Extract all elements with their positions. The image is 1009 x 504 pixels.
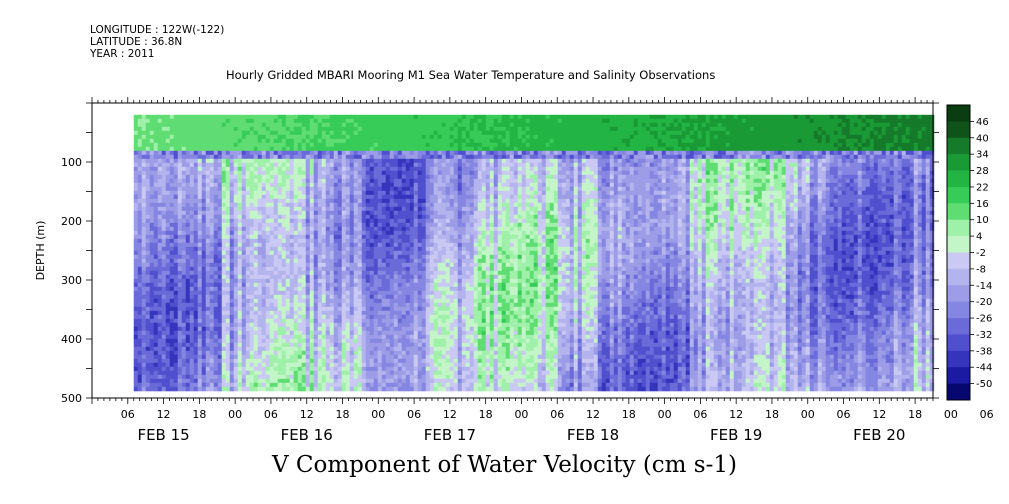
x-day-label: FEB 20 xyxy=(853,426,905,444)
colorbar-swatch xyxy=(947,318,970,335)
x-hour-label: 18 xyxy=(622,408,636,421)
x-day-label: FEB 17 xyxy=(424,426,476,444)
x-hour-label: 12 xyxy=(872,408,886,421)
colorbar-swatch xyxy=(947,203,970,221)
x-hour-label: 12 xyxy=(443,408,457,421)
colorbar-label: -2 xyxy=(976,248,986,259)
x-day-label: FEB 18 xyxy=(567,426,619,444)
x-axis-title: V Component of Water Velocity (cm s-1) xyxy=(272,452,737,478)
colorbar-swatch xyxy=(947,105,970,122)
y-tick-label: 200 xyxy=(61,215,82,228)
colorbar-label: 10 xyxy=(976,215,989,226)
x-hour-label: 18 xyxy=(336,408,350,421)
x-hour-label: 06 xyxy=(121,408,135,421)
colorbar-label: 16 xyxy=(976,199,989,210)
x-day-label: FEB 16 xyxy=(281,426,333,444)
colorbar-swatch xyxy=(947,367,970,384)
x-hour-label: 12 xyxy=(586,408,600,421)
y-tick-label: 500 xyxy=(61,392,82,405)
colorbar-label: -32 xyxy=(976,330,992,341)
colorbar-swatch xyxy=(947,285,970,302)
x-hour-label: 00 xyxy=(658,408,672,421)
colorbar-label: 34 xyxy=(976,150,989,161)
colorbar-swatch xyxy=(947,219,970,237)
x-hour-label: 06 xyxy=(264,408,278,421)
colorbar-swatch xyxy=(947,350,970,368)
colorbar-label: 4 xyxy=(976,232,982,243)
colorbar-swatch xyxy=(947,383,970,401)
heatmap-field xyxy=(133,114,935,392)
colorbar-label: -26 xyxy=(976,314,992,325)
colorbar-label: 40 xyxy=(976,133,989,144)
x-hour-label: 06 xyxy=(550,408,564,421)
colorbar-swatch xyxy=(947,268,970,286)
colorbar-label: -20 xyxy=(976,297,992,308)
colorbar-label: 46 xyxy=(976,117,989,128)
x-hour-label: 18 xyxy=(192,408,206,421)
x-hour-label: 18 xyxy=(908,408,922,421)
x-hour-label: 00 xyxy=(228,408,242,421)
x-hour-label: 06 xyxy=(837,408,851,421)
x-hour-label: 12 xyxy=(157,408,171,421)
x-hour-label: 00 xyxy=(944,408,958,421)
colorbar-label: -14 xyxy=(976,281,992,292)
x-hour-label: 00 xyxy=(514,408,528,421)
colorbar-swatch xyxy=(947,137,970,155)
year-label: YEAR : 2011 xyxy=(90,48,155,60)
colorbar-label: 28 xyxy=(976,166,989,177)
colorbar-swatch xyxy=(947,186,970,204)
x-hour-label: 06 xyxy=(980,408,994,421)
x-day-label: FEB 15 xyxy=(137,426,189,444)
chart-title: Hourly Gridded MBARI Mooring M1 Sea Wate… xyxy=(226,68,716,82)
x-hour-label: 00 xyxy=(371,408,385,421)
colorbar-label: 22 xyxy=(976,182,989,193)
latitude-label: LATITUDE : 36.8N xyxy=(90,36,183,48)
x-hour-label: 06 xyxy=(407,408,421,421)
y-axis-title: DEPTH (m) xyxy=(34,221,47,281)
colorbar-swatch xyxy=(947,252,970,270)
colorbar-swatch xyxy=(947,121,970,139)
colorbar-swatch xyxy=(947,301,970,319)
colorbar-swatch xyxy=(947,334,970,352)
colorbar-swatch xyxy=(947,154,970,171)
y-tick-label: 100 xyxy=(61,156,82,169)
y-tick-label: 400 xyxy=(61,333,82,346)
longitude-label: LONGITUDE : 122W(-122) xyxy=(90,24,225,36)
x-hour-label: 06 xyxy=(693,408,707,421)
y-tick-label: 300 xyxy=(61,274,82,287)
x-hour-label: 12 xyxy=(729,408,743,421)
colorbar-label: -38 xyxy=(976,346,992,357)
colorbar-label: -50 xyxy=(976,379,992,390)
x-hour-label: 18 xyxy=(765,408,779,421)
x-day-label: FEB 19 xyxy=(710,426,762,444)
x-hour-label: 00 xyxy=(801,408,815,421)
x-hour-label: 18 xyxy=(479,408,493,421)
colorbar-swatch xyxy=(947,236,970,253)
colorbar-swatch xyxy=(947,170,970,188)
colorbar-label: -44 xyxy=(976,363,992,374)
x-hour-label: 12 xyxy=(300,408,314,421)
metadata-block: LONGITUDE : 122W(-122) LATITUDE : 36.8N … xyxy=(90,24,224,60)
colorbar-label: -8 xyxy=(976,264,986,275)
